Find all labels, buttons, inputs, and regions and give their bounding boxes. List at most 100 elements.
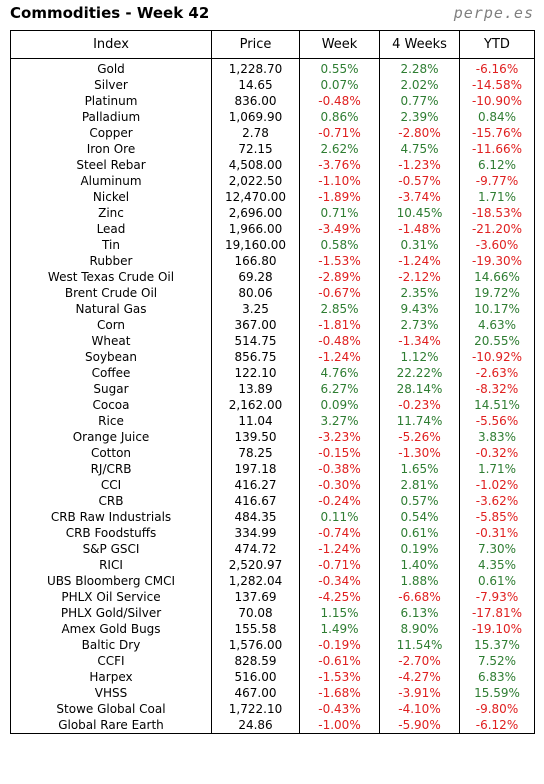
- cell-price: 80.06: [211, 285, 300, 301]
- cell-price: 2,520.97: [211, 557, 300, 573]
- cell-ytd: 6.12%: [459, 157, 535, 173]
- cell-4-weeks: 2.73%: [379, 317, 460, 333]
- cell-ytd: -11.66%: [459, 141, 535, 157]
- column-header-ytd: YTD: [459, 30, 535, 59]
- table-row: PHLX Gold/Silver 70.08 1.15% 6.13% -17.81%: [10, 605, 535, 621]
- cell-price: 484.35: [211, 509, 300, 525]
- cell-week: -0.48%: [299, 93, 380, 109]
- cell-ytd: -2.63%: [459, 365, 535, 381]
- cell-ytd: -5.85%: [459, 509, 535, 525]
- cell-ytd: -19.30%: [459, 253, 535, 269]
- cell-ytd: 4.63%: [459, 317, 535, 333]
- cell-ytd: -3.62%: [459, 493, 535, 509]
- cell-4-weeks: -4.27%: [379, 669, 460, 685]
- cell-4-weeks: 9.43%: [379, 301, 460, 317]
- table-row: Copper 2.78 -0.71% -2.80% -15.76%: [10, 125, 535, 141]
- table-row: Orange Juice 139.50 -3.23% -5.26% 3.83%: [10, 429, 535, 445]
- cell-week: -0.43%: [299, 701, 380, 717]
- cell-index: Orange Juice: [10, 429, 212, 445]
- cell-price: 836.00: [211, 93, 300, 109]
- cell-week: -1.68%: [299, 685, 380, 701]
- cell-4-weeks: 0.54%: [379, 509, 460, 525]
- cell-week: -1.10%: [299, 173, 380, 189]
- cell-index: Rubber: [10, 253, 212, 269]
- table-row: Natural Gas 3.25 2.85% 9.43% 10.17%: [10, 301, 535, 317]
- table-row: West Texas Crude Oil 69.28 -2.89% -2.12% 14.…: [10, 269, 535, 285]
- table-row: Harpex 516.00 -1.53% -4.27% 6.83%: [10, 669, 535, 685]
- cell-price: 1,228.70: [211, 58, 300, 77]
- cell-ytd: -5.56%: [459, 413, 535, 429]
- cell-ytd: -10.92%: [459, 349, 535, 365]
- page-title: Commodities - Week 42: [10, 4, 210, 22]
- table-row: PHLX Oil Service 137.69 -4.25% -6.68% -7.93%: [10, 589, 535, 605]
- cell-week: -3.76%: [299, 157, 380, 173]
- cell-ytd: -17.81%: [459, 605, 535, 621]
- cell-week: -1.53%: [299, 253, 380, 269]
- cell-index: UBS Bloomberg CMCI: [10, 573, 212, 589]
- table-row: RICI 2,520.97 -0.71% 1.40% 4.35%: [10, 557, 535, 573]
- cell-ytd: 20.55%: [459, 333, 535, 349]
- column-header-4-weeks: 4 Weeks: [379, 30, 460, 59]
- cell-week: -0.30%: [299, 477, 380, 493]
- cell-week: -0.67%: [299, 285, 380, 301]
- cell-ytd: 14.51%: [459, 397, 535, 413]
- cell-ytd: -0.32%: [459, 445, 535, 461]
- cell-4-weeks: -1.48%: [379, 221, 460, 237]
- cell-price: 78.25: [211, 445, 300, 461]
- cell-index: Stowe Global Coal: [10, 701, 212, 717]
- cell-price: 514.75: [211, 333, 300, 349]
- cell-index: Baltic Dry: [10, 637, 212, 653]
- cell-week: 6.27%: [299, 381, 380, 397]
- table-row: Baltic Dry 1,576.00 -0.19% 11.54% 15.37%: [10, 637, 535, 653]
- cell-4-weeks: -1.23%: [379, 157, 460, 173]
- cell-index: Coffee: [10, 365, 212, 381]
- column-header-index: Index: [10, 30, 212, 59]
- cell-index: PHLX Oil Service: [10, 589, 212, 605]
- cell-4-weeks: 1.40%: [379, 557, 460, 573]
- cell-ytd: 19.72%: [459, 285, 535, 301]
- table-row: VHSS 467.00 -1.68% -3.91% 15.59%: [10, 685, 535, 701]
- cell-4-weeks: -0.57%: [379, 173, 460, 189]
- cell-4-weeks: -5.90%: [379, 717, 460, 734]
- cell-price: 137.69: [211, 589, 300, 605]
- cell-price: 197.18: [211, 461, 300, 477]
- cell-week: -3.49%: [299, 221, 380, 237]
- cell-ytd: -3.60%: [459, 237, 535, 253]
- cell-week: -1.00%: [299, 717, 380, 734]
- cell-week: -0.38%: [299, 461, 380, 477]
- cell-week: 0.55%: [299, 58, 380, 77]
- cell-week: 2.62%: [299, 141, 380, 157]
- cell-price: 2.78: [211, 125, 300, 141]
- cell-week: 0.09%: [299, 397, 380, 413]
- cell-ytd: 1.71%: [459, 461, 535, 477]
- cell-price: 2,022.50: [211, 173, 300, 189]
- cell-4-weeks: 0.77%: [379, 93, 460, 109]
- table-row: CRB Raw Industrials 484.35 0.11% 0.54% -5.85…: [10, 509, 535, 525]
- cell-week: 0.86%: [299, 109, 380, 125]
- table-row: Tin 19,160.00 0.58% 0.31% -3.60%: [10, 237, 535, 253]
- cell-week: -0.71%: [299, 125, 380, 141]
- brand-watermark: perpe.es: [453, 4, 534, 22]
- cell-4-weeks: 1.88%: [379, 573, 460, 589]
- cell-price: 19,160.00: [211, 237, 300, 253]
- cell-index: Zinc: [10, 205, 212, 221]
- cell-ytd: -7.93%: [459, 589, 535, 605]
- cell-price: 1,966.00: [211, 221, 300, 237]
- table-row: Rice 11.04 3.27% 11.74% -5.56%: [10, 413, 535, 429]
- cell-price: 467.00: [211, 685, 300, 701]
- cell-index: Tin: [10, 237, 212, 253]
- table-row: Zinc 2,696.00 0.71% 10.45% -18.53%: [10, 205, 535, 221]
- cell-4-weeks: -3.74%: [379, 189, 460, 205]
- cell-ytd: -0.31%: [459, 525, 535, 541]
- cell-ytd: 14.66%: [459, 269, 535, 285]
- cell-ytd: -6.16%: [459, 58, 535, 77]
- cell-index: RICI: [10, 557, 212, 573]
- cell-price: 122.10: [211, 365, 300, 381]
- cell-price: 2,162.00: [211, 397, 300, 413]
- table-row: S&P GSCI 474.72 -1.24% 0.19% 7.30%: [10, 541, 535, 557]
- cell-index: CRB Foodstuffs: [10, 525, 212, 541]
- cell-week: 0.11%: [299, 509, 380, 525]
- cell-ytd: 7.30%: [459, 541, 535, 557]
- cell-4-weeks: 11.54%: [379, 637, 460, 653]
- cell-index: Rice: [10, 413, 212, 429]
